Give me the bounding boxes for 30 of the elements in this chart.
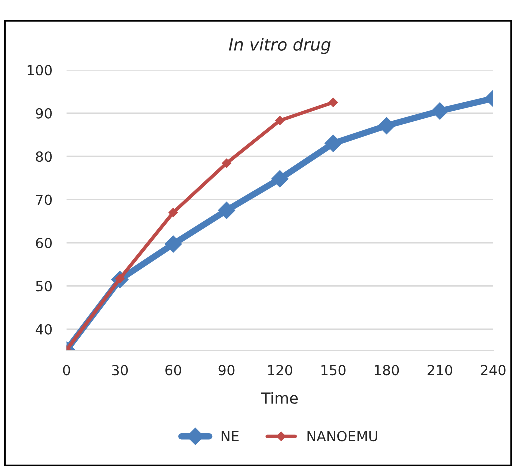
point <box>324 135 342 152</box>
x-tick-label: 210 <box>428 365 452 376</box>
point <box>164 236 182 253</box>
x-tick-label: 90 <box>218 365 235 376</box>
x-axis-title: Time <box>261 392 298 404</box>
point <box>218 202 236 220</box>
x-tick-label: 0 <box>63 365 70 376</box>
x-tick-label: 180 <box>375 365 400 376</box>
y-tick-label: 40 <box>36 324 52 335</box>
point <box>378 117 396 134</box>
x-tick-label: 150 <box>322 365 346 376</box>
chart-title: In vitro drug <box>229 38 331 54</box>
legend-label: NE <box>222 431 239 442</box>
y-tick-label: 90 <box>36 108 52 119</box>
y-tick-label: 60 <box>36 238 52 248</box>
point <box>168 208 178 218</box>
y-tick-label: 80 <box>36 152 52 162</box>
point <box>328 98 338 108</box>
point <box>276 116 285 126</box>
legend-label: NANOEMU <box>308 431 378 442</box>
y-tick-label: 50 <box>36 281 52 292</box>
x-tick-label: 60 <box>166 365 182 376</box>
y-tick-label: 100 <box>28 65 52 76</box>
point <box>432 102 449 120</box>
x-tick-label: 240 <box>481 365 506 376</box>
x-tick-label: 120 <box>268 365 292 376</box>
x-tick-label: 30 <box>112 365 128 376</box>
y-tick-label: 70 <box>36 194 52 206</box>
point <box>272 170 289 188</box>
point <box>222 158 232 168</box>
